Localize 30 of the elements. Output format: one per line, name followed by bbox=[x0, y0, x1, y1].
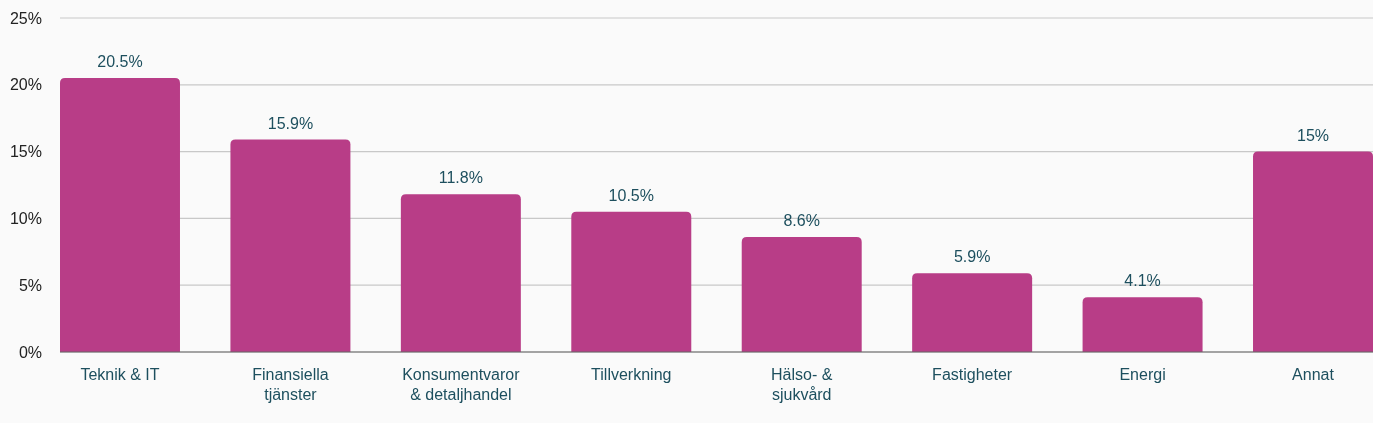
bar bbox=[571, 211, 692, 352]
y-tick-label: 0% bbox=[18, 343, 42, 361]
bar bbox=[912, 273, 1033, 352]
data-label: 5.9% bbox=[953, 248, 991, 266]
y-tick-label: 25% bbox=[9, 9, 42, 27]
bar bbox=[230, 139, 351, 352]
y-tick-label: 5% bbox=[18, 276, 42, 294]
x-tick-label: Annat bbox=[1292, 366, 1335, 383]
data-label: 15.9% bbox=[267, 114, 314, 132]
data-label: 15% bbox=[1296, 126, 1330, 144]
x-tick-label: Tillverkning bbox=[591, 366, 672, 383]
y-tick-label: 10% bbox=[9, 210, 42, 228]
bar bbox=[741, 237, 862, 352]
bar bbox=[1082, 297, 1203, 352]
bar bbox=[60, 78, 180, 352]
data-label: 10.5% bbox=[608, 186, 654, 204]
x-tick-label: Energi bbox=[1119, 366, 1166, 383]
data-label: 20.5% bbox=[97, 53, 143, 71]
bar bbox=[1253, 151, 1373, 352]
bar bbox=[400, 194, 521, 352]
x-tick-label: Fastigheter bbox=[932, 366, 1013, 383]
y-tick-label: 20% bbox=[9, 76, 42, 94]
data-label: 4.1% bbox=[1124, 272, 1161, 290]
x-tick-label: Hälso- & sjukvård bbox=[771, 366, 833, 403]
x-tick-label: Finansiella tjänster bbox=[252, 366, 329, 403]
data-label: 11.8% bbox=[438, 169, 483, 187]
x-tick-label: Teknik & IT bbox=[80, 366, 160, 383]
x-tick-label: Konsumentvaror & detaljhandel bbox=[402, 366, 521, 403]
data-label: 8.6% bbox=[783, 212, 820, 230]
y-tick-label: 15% bbox=[9, 143, 42, 161]
